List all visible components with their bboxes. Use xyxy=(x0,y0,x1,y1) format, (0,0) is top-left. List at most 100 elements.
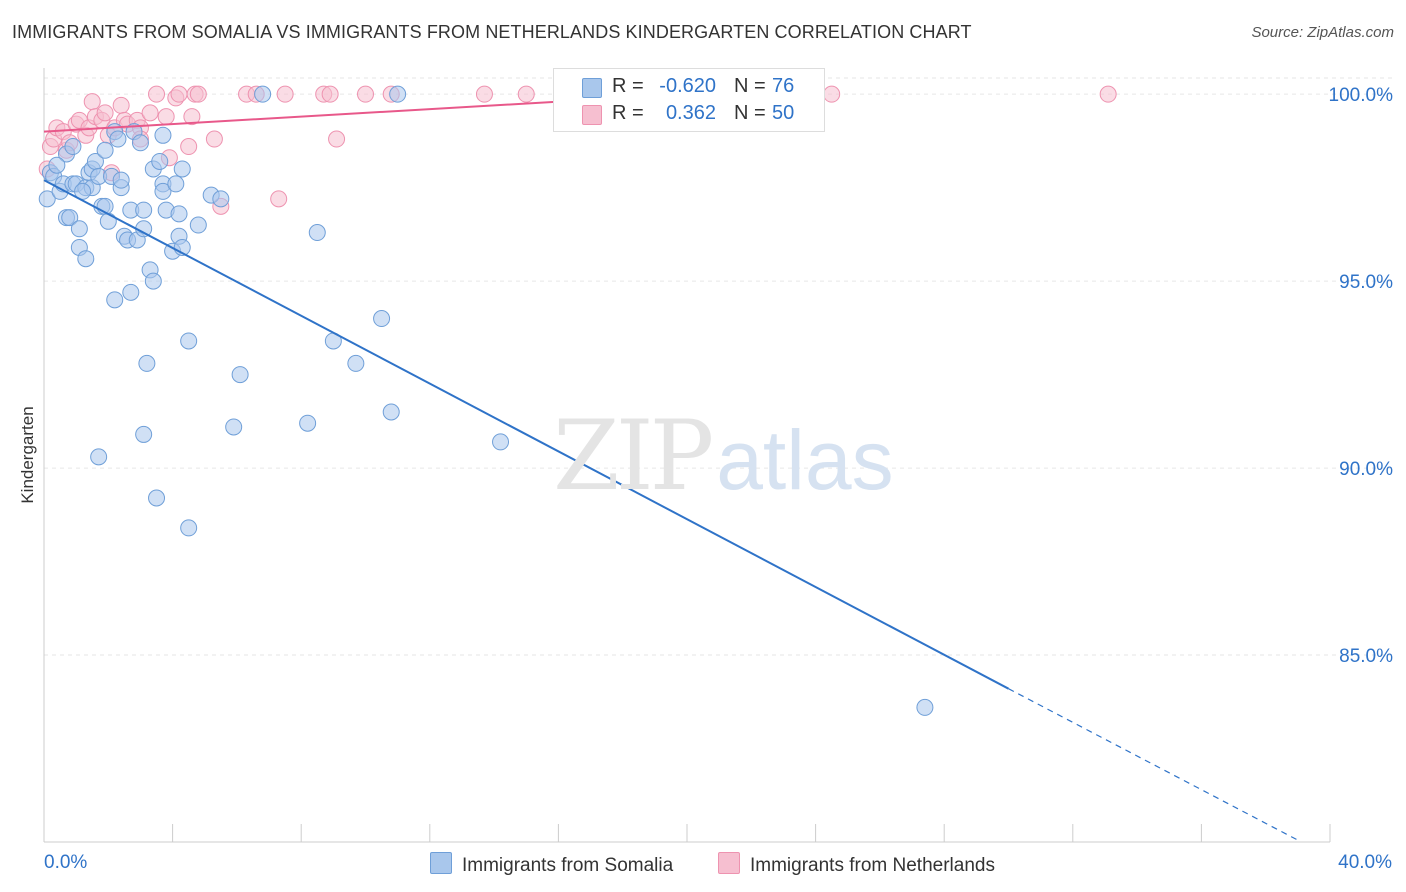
point-netherlands xyxy=(328,130,346,148)
point-somalia xyxy=(170,205,188,223)
legend-r-value: -0.620 xyxy=(659,75,716,97)
watermark-atlas: atlas xyxy=(716,413,894,507)
point-somalia xyxy=(96,141,114,159)
legend-r-value: 0.362 xyxy=(665,102,716,124)
point-netherlands xyxy=(170,85,188,103)
y-tick-labels: 85.0% 90.0% 95.0% 100.0% xyxy=(1329,85,1394,667)
legend-r-label: R = xyxy=(612,102,644,124)
trend-lines xyxy=(43,96,1299,841)
point-netherlands xyxy=(1099,85,1117,103)
legend-item-somalia[interactable]: Immigrants from Somalia xyxy=(430,852,673,877)
y-axis-label: Kindergarten xyxy=(18,406,37,504)
point-netherlands xyxy=(96,104,114,122)
legend-label-somalia: Immigrants from Somalia xyxy=(462,855,674,876)
point-somalia xyxy=(231,366,249,384)
point-somalia xyxy=(70,220,88,238)
point-somalia xyxy=(122,283,140,301)
point-somalia xyxy=(154,182,172,200)
point-somalia xyxy=(148,489,166,507)
point-somalia xyxy=(109,130,127,148)
y-tick-label: 95.0% xyxy=(1339,272,1393,293)
point-somalia xyxy=(167,175,185,193)
trend-line-somalia-extrapolated xyxy=(1008,688,1299,841)
point-netherlands xyxy=(157,108,175,126)
point-somalia xyxy=(90,448,108,466)
y-tick-label: 85.0% xyxy=(1339,646,1393,667)
y-tick-label: 90.0% xyxy=(1339,459,1393,480)
point-netherlands xyxy=(180,138,198,156)
point-netherlands xyxy=(321,85,339,103)
point-somalia xyxy=(389,85,407,103)
series-legend: Immigrants from Somalia Immigrants from … xyxy=(0,852,1406,878)
point-netherlands xyxy=(183,108,201,126)
point-netherlands xyxy=(205,130,223,148)
point-somalia xyxy=(61,209,79,227)
point-netherlands xyxy=(517,85,535,103)
point-somalia xyxy=(373,310,391,328)
chart-title: IMMIGRANTS FROM SOMALIA VS IMMIGRANTS FR… xyxy=(12,22,972,42)
point-netherlands xyxy=(823,85,841,103)
point-somalia xyxy=(99,212,117,230)
point-netherlands xyxy=(276,85,294,103)
legend-label-netherlands: Immigrants from Netherlands xyxy=(750,855,995,876)
x-tick-label-min: 0.0% xyxy=(44,852,88,873)
point-somalia xyxy=(347,354,365,372)
point-netherlands xyxy=(475,85,493,103)
point-netherlands xyxy=(141,104,159,122)
legend-swatch-netherlands xyxy=(718,852,740,874)
legend-swatch-netherlands xyxy=(582,105,602,125)
legend-n-label: N = xyxy=(734,75,766,97)
point-somalia xyxy=(131,134,149,152)
point-netherlands xyxy=(189,85,207,103)
legend-n-value: 50 xyxy=(772,102,795,124)
point-somalia xyxy=(64,138,82,156)
watermark-zip: ZIP xyxy=(553,400,714,512)
point-netherlands xyxy=(270,190,288,208)
point-netherlands xyxy=(357,85,374,103)
stats-legend: R = -0.620 N = 76 R = 0.362 N = 50 xyxy=(553,68,825,132)
trend-line-netherlands xyxy=(43,96,623,133)
point-somalia xyxy=(112,171,130,189)
point-somalia xyxy=(492,433,510,451)
point-somalia xyxy=(189,216,207,234)
point-netherlands xyxy=(148,85,166,103)
point-somalia xyxy=(212,190,230,208)
source-credit: Source: ZipAtlas.com xyxy=(1251,24,1394,41)
legend-n-label: N = xyxy=(734,102,766,124)
point-somalia xyxy=(308,224,326,242)
point-netherlands xyxy=(112,96,130,114)
point-somalia xyxy=(138,354,156,372)
legend-r-label: R = xyxy=(612,75,644,97)
point-somalia xyxy=(225,418,243,436)
point-somalia xyxy=(48,156,66,174)
point-somalia xyxy=(916,698,934,716)
legend-row-somalia: R = -0.620 N = 76 xyxy=(554,73,824,101)
legend-n-value: 76 xyxy=(772,75,795,97)
point-somalia xyxy=(180,519,198,537)
y-tick-label: 100.0% xyxy=(1329,85,1394,106)
series-somalia-points xyxy=(38,85,934,716)
trend-line-somalia xyxy=(43,179,1009,690)
point-netherlands xyxy=(83,93,101,111)
x-tick-label-max: 40.0% xyxy=(1338,852,1392,873)
grid-lines xyxy=(44,77,1396,656)
legend-row-netherlands: R = 0.362 N = 50 xyxy=(554,100,824,128)
point-somalia xyxy=(180,332,198,350)
point-somalia xyxy=(106,291,124,309)
legend-item-netherlands[interactable]: Immigrants from Netherlands xyxy=(718,852,995,877)
point-somalia xyxy=(38,190,56,208)
point-somalia xyxy=(135,201,153,219)
watermark: ZIPatlas xyxy=(553,400,894,512)
axes xyxy=(43,68,1331,843)
point-somalia xyxy=(382,403,400,421)
point-somalia xyxy=(144,272,162,290)
point-somalia xyxy=(135,425,153,443)
point-somalia xyxy=(154,126,172,144)
point-somalia xyxy=(151,152,169,170)
legend-swatch-somalia xyxy=(582,78,602,98)
point-somalia xyxy=(173,160,191,178)
legend-swatch-somalia xyxy=(430,852,452,874)
point-somalia xyxy=(77,250,95,268)
point-somalia xyxy=(299,414,317,432)
